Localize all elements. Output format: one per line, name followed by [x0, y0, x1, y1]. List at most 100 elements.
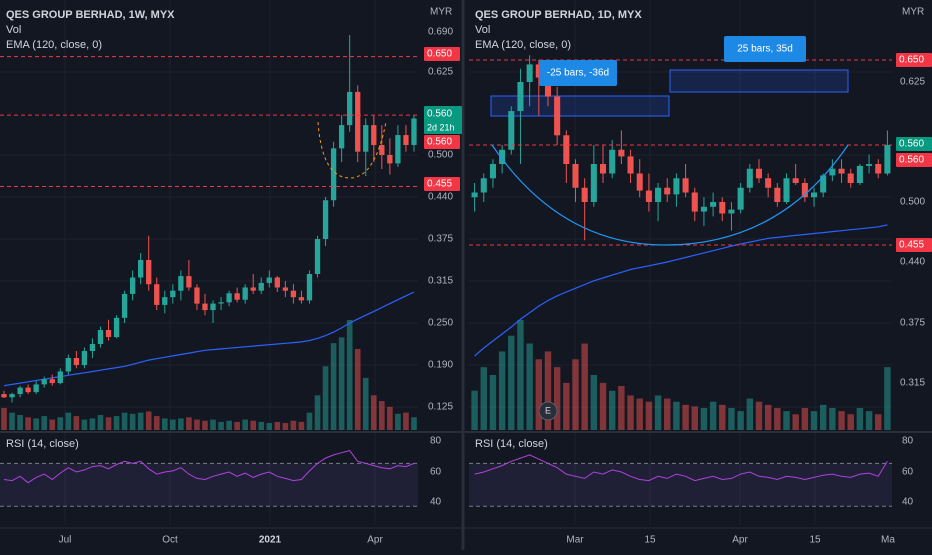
left-volume-bar	[387, 406, 393, 430]
right-candle	[829, 168, 836, 176]
range-label-2: 25 bars, 35d	[737, 44, 793, 55]
right-candle	[599, 164, 607, 174]
right-candle	[572, 164, 579, 188]
left-candle	[186, 276, 192, 288]
left-candle	[355, 91, 361, 152]
left-volume-bar	[314, 395, 321, 430]
right-candle	[682, 178, 689, 193]
left-candle	[403, 135, 409, 146]
left-volume-bar	[137, 412, 144, 430]
right-volume-bar	[664, 398, 671, 430]
left-volume-bar	[57, 417, 64, 430]
right-time-tick: Mar	[566, 535, 584, 546]
right-ema-line	[474, 224, 888, 357]
left-time-tick: 2021	[259, 535, 282, 546]
left-candle	[242, 287, 248, 300]
left-candle	[89, 344, 96, 351]
right-badge-650: 0.650	[899, 55, 924, 66]
right-volume-bar	[865, 411, 873, 430]
left-volume-bar	[194, 419, 200, 430]
left-rsi-label: RSI (14, close)	[6, 438, 79, 450]
range-label-1: -25 bars, -36d	[547, 68, 609, 79]
left-badge-455: 0.455	[427, 179, 452, 190]
left-candle	[162, 297, 168, 305]
right-candle	[801, 183, 808, 198]
left-candle	[298, 297, 305, 301]
left-volume-bar	[129, 413, 136, 430]
right-candle	[710, 202, 717, 207]
right-volume-bar	[884, 367, 891, 430]
left-legend: QES GROUP BERHAD, 1W, MYX Vol EMA (120, …	[6, 8, 175, 53]
right-candle	[563, 135, 570, 164]
left-candle	[17, 387, 23, 395]
right-legend-vol: Vol	[475, 24, 491, 36]
right-candle	[554, 96, 561, 136]
left-rsi-tick: 80	[430, 436, 442, 447]
left-volume-bar	[395, 413, 401, 430]
left-price-tick: 0.440	[428, 192, 453, 203]
range-label-2-bg	[724, 36, 806, 62]
left-candle	[138, 260, 144, 278]
left-candle	[306, 274, 313, 301]
right-volume-bar	[517, 320, 524, 430]
right-price-tick: 0.440	[900, 257, 925, 268]
right-volume-bar	[792, 414, 799, 430]
left-badge-560: 0.560	[427, 137, 452, 148]
left-candle	[146, 260, 152, 285]
left-volume-bar	[242, 419, 248, 430]
left-volume-bar	[234, 421, 240, 430]
left-candle	[81, 351, 88, 365]
right-legend: QES GROUP BERHAD, 1D, MYX Vol EMA (120, …	[475, 8, 642, 53]
right-volume-bar	[498, 351, 506, 430]
left-volume-bar	[330, 343, 337, 430]
left-candle	[411, 118, 417, 146]
left-candle	[314, 239, 321, 274]
left-rsi-line	[3, 450, 415, 484]
right-candle	[581, 187, 588, 202]
right-volume-bar	[627, 395, 634, 430]
right-candle	[673, 178, 680, 195]
right-volume-bar	[810, 411, 818, 430]
left-volume-bar	[153, 416, 160, 430]
left-volume-bar	[411, 417, 417, 430]
right-candle	[517, 82, 524, 112]
left-badge-650-bg	[424, 47, 460, 61]
left-badge-650: 0.650	[427, 49, 452, 60]
left-candle	[25, 387, 31, 393]
right-volume-bar	[838, 411, 845, 430]
left-rsi-band	[0, 463, 418, 507]
right-candle	[774, 187, 781, 202]
right-candle	[499, 149, 506, 164]
left-volume-bar	[210, 419, 216, 430]
right-candle	[627, 156, 634, 174]
left-rsi-tick: 60	[430, 467, 442, 478]
right-volume-bar	[654, 395, 662, 430]
right-candle	[820, 175, 827, 193]
left-candle	[322, 200, 329, 239]
earnings-marker	[538, 401, 558, 421]
left-volume-bar	[105, 417, 112, 430]
left-candle	[210, 303, 216, 311]
left-price-tick: 0.190	[428, 360, 453, 371]
left-volume-bar	[346, 320, 353, 430]
left-volume-bar	[250, 420, 257, 430]
left-volume-bar	[290, 420, 297, 430]
left-ema-line	[3, 291, 415, 387]
right-volume-bar	[581, 343, 588, 430]
left-volume-bar	[218, 421, 224, 430]
left-price-tick: 0.625	[428, 67, 453, 78]
left-candle	[395, 135, 401, 164]
right-volume-bar	[489, 375, 497, 430]
right-volume-bar	[544, 351, 552, 430]
right-time-tick: 15	[644, 535, 656, 546]
left-legend-ema: EMA (120, close, 0)	[6, 39, 102, 51]
left-rsi-tick: 40	[430, 497, 442, 508]
right-badge-455-bg	[896, 238, 932, 252]
right-time-tick: Ma	[881, 535, 895, 546]
right-candle	[480, 178, 487, 193]
right-volume-bar	[673, 401, 680, 430]
left-candle	[57, 371, 63, 384]
left-price-tick: 0.690	[428, 27, 453, 38]
